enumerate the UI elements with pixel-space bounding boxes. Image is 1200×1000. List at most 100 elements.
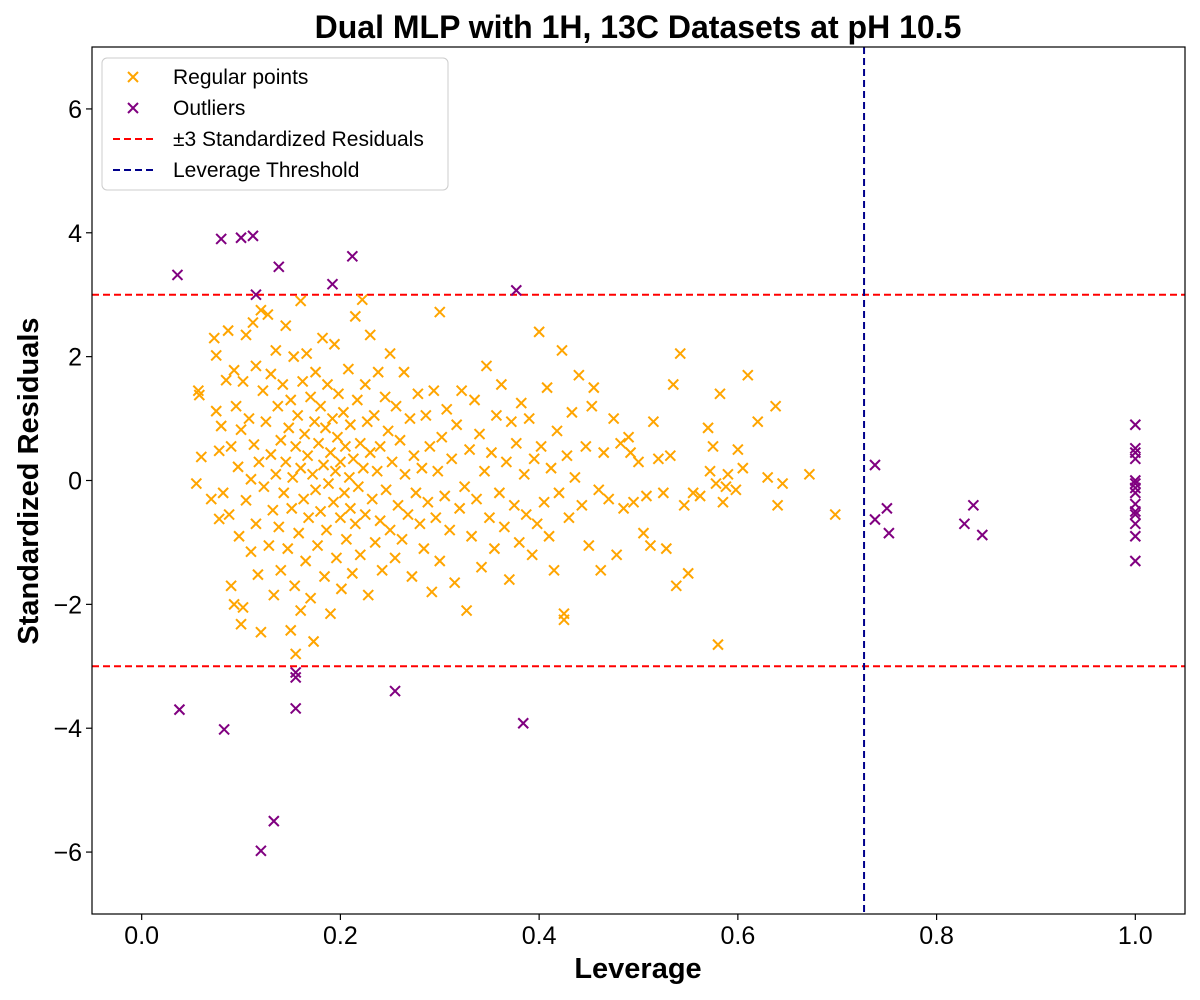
regular-point xyxy=(453,502,466,515)
regular-point xyxy=(267,504,279,516)
regular-point xyxy=(742,369,754,381)
regular-point xyxy=(351,394,364,406)
regular-point xyxy=(535,440,547,453)
regular-point xyxy=(556,344,568,357)
regular-point xyxy=(223,508,235,521)
regular-point xyxy=(769,400,782,412)
regular-point xyxy=(414,518,426,530)
regular-point xyxy=(205,493,217,505)
regular-point xyxy=(235,424,247,436)
legend-marker xyxy=(127,102,139,114)
regular-point xyxy=(233,530,245,542)
regular-point xyxy=(422,496,434,508)
regular-point xyxy=(316,332,329,344)
regular-point xyxy=(278,487,290,499)
regular-point xyxy=(324,607,337,620)
legend-label: ±3 Standardized Residuals xyxy=(173,128,424,151)
regular-point xyxy=(737,462,749,474)
regular-point xyxy=(213,445,225,457)
regular-point xyxy=(515,397,527,409)
regular-point xyxy=(322,477,335,490)
regular-point xyxy=(374,440,386,453)
regular-point xyxy=(319,422,332,434)
regular-point xyxy=(285,394,297,406)
regular-point xyxy=(730,484,742,496)
outlier-point xyxy=(289,666,302,679)
regular-point xyxy=(473,428,486,440)
regular-point xyxy=(398,366,410,378)
regular-point xyxy=(296,375,309,388)
regular-point xyxy=(257,384,269,397)
regular-point xyxy=(288,350,300,363)
regular-point xyxy=(545,462,557,474)
y-tick-label: −6 xyxy=(53,839,82,867)
x-tick-label: 0.4 xyxy=(522,922,557,950)
regular-point xyxy=(430,511,442,524)
regular-point xyxy=(228,598,240,611)
regular-point xyxy=(458,480,471,493)
regular-point xyxy=(576,499,588,511)
regular-point xyxy=(235,618,247,630)
regular-point xyxy=(439,490,451,502)
regular-point xyxy=(275,434,287,446)
regular-point xyxy=(225,440,237,453)
regular-point xyxy=(210,405,222,417)
regular-point xyxy=(208,332,220,344)
regular-point xyxy=(717,496,729,508)
regular-point xyxy=(298,428,311,440)
regular-point xyxy=(328,338,341,350)
regular-point xyxy=(369,536,381,549)
x-tick-label: 0.6 xyxy=(720,922,755,950)
regular-point xyxy=(210,349,222,362)
chart-title: Dual MLP with 1H, 13C Datasets at pH 10.… xyxy=(315,9,962,45)
regular-point xyxy=(308,415,321,428)
regular-point xyxy=(331,431,344,443)
regular-point xyxy=(640,490,653,502)
outlier-point xyxy=(958,518,971,530)
outlier-point xyxy=(1129,419,1142,431)
outlier-point xyxy=(1129,477,1142,490)
regular-point xyxy=(339,440,352,453)
regular-point xyxy=(533,326,545,338)
outlier-point xyxy=(273,261,285,273)
regular-point xyxy=(215,420,227,432)
regular-point xyxy=(543,530,555,542)
outlier-point xyxy=(1129,482,1142,494)
outlier-point xyxy=(255,845,267,857)
regular-point xyxy=(265,448,277,461)
regular-point xyxy=(334,456,347,468)
regular-point xyxy=(289,440,302,453)
x-axis-label: Leverage xyxy=(574,953,701,985)
regular-point xyxy=(299,555,312,567)
x-axis: 0.0 0.2 0.4 0.6 0.8 1.0 xyxy=(124,914,1153,950)
regular-point xyxy=(230,400,242,412)
regular-point xyxy=(434,555,446,567)
regular-point xyxy=(707,440,719,453)
regular-point xyxy=(262,308,274,321)
regular-point xyxy=(558,614,570,626)
regular-point xyxy=(357,462,369,474)
y-tick-label: −4 xyxy=(53,715,82,743)
regular-point xyxy=(614,437,627,450)
y-axis-label: Standardized Residuals xyxy=(13,317,45,644)
regular-point xyxy=(326,412,339,425)
regular-point xyxy=(664,450,677,462)
regular-point xyxy=(228,364,240,376)
regular-point xyxy=(240,494,252,507)
regular-point xyxy=(245,546,257,558)
outlier-point xyxy=(326,278,339,290)
regular-point xyxy=(379,391,391,403)
regular-point xyxy=(263,539,275,552)
regular-point xyxy=(647,415,660,428)
regular-point xyxy=(607,412,620,425)
regular-point xyxy=(520,508,532,521)
regular-point xyxy=(282,542,294,555)
regular-point xyxy=(710,477,722,490)
regular-point xyxy=(286,502,298,515)
regular-point xyxy=(329,465,342,477)
outlier-point xyxy=(235,232,247,244)
regular-point xyxy=(301,450,314,462)
regular-point xyxy=(444,524,456,536)
legend: Regular points Outliers ±3 Standardized Re… xyxy=(101,57,449,191)
regular-point xyxy=(436,431,448,443)
